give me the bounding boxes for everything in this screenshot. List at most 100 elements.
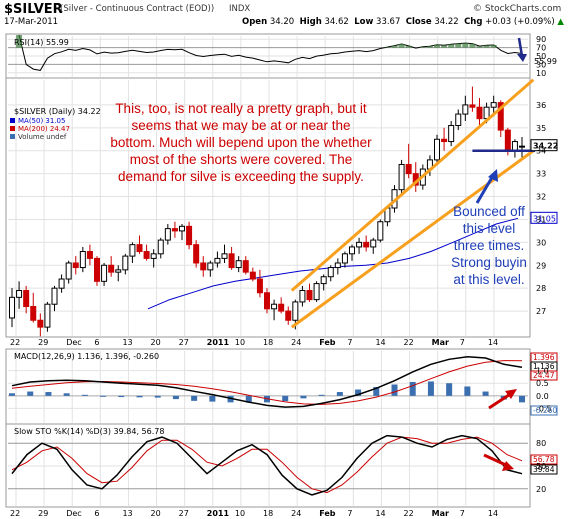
- header-symbol: $SILVER: [4, 2, 63, 17]
- chg-value: +0.03 (+0.09%): [485, 17, 555, 27]
- macd-histogram-bar: [336, 392, 343, 396]
- macd-last-label: 1.136: [533, 362, 555, 371]
- price-tick-label: 35: [536, 124, 546, 133]
- macd-tick-label: 1.0: [536, 367, 549, 376]
- rsi-overbought-fill: [469, 43, 476, 48]
- macd-histogram-bar: [355, 389, 362, 396]
- candle-body: [256, 278, 263, 294]
- price-tick-label: 28: [536, 284, 546, 293]
- macd-histogram-bar: [446, 383, 453, 396]
- sto-last-label: 39.84: [533, 465, 555, 474]
- rsi-last-label: 55.99: [534, 57, 557, 66]
- rsi-arrow: [517, 37, 524, 57]
- rsi-overbought-fill: [419, 46, 426, 48]
- x-tick-label-bottom: 27: [179, 509, 189, 518]
- x-tick-label-bottom: Mar: [432, 509, 449, 518]
- x-tick-label: Feb: [319, 338, 336, 347]
- grid: [8, 36, 528, 506]
- candle-body: [249, 271, 256, 280]
- candle-body: [115, 269, 122, 273]
- candle-body: [448, 125, 455, 143]
- candle-body: [30, 306, 37, 321]
- price-tick-label: 29: [536, 261, 546, 270]
- macd-histogram-bar: [464, 386, 471, 396]
- candle-body: [94, 257, 100, 282]
- rsi-overbought-fill: [391, 45, 398, 48]
- candle-body: [299, 289, 306, 303]
- price-tick-label: 32: [536, 193, 546, 202]
- rsi-tick-label: 70: [536, 44, 546, 53]
- x-tick-label: 18: [263, 338, 273, 347]
- candle-body: [235, 260, 242, 269]
- x-tick-label-bottom: 14: [375, 509, 385, 518]
- price-tick-label: 30: [536, 238, 546, 247]
- x-tick-label-bottom: 24: [291, 509, 301, 518]
- open-value: 34.20: [269, 17, 295, 27]
- close-label: Close: [405, 17, 432, 27]
- macd-histogram-bar: [227, 395, 234, 403]
- legend-label: Volume undef: [18, 133, 67, 141]
- candle-body: [356, 241, 363, 248]
- candle-body: [200, 262, 207, 271]
- price-tick-label: 36: [536, 101, 546, 110]
- x-tick-label: Dec: [66, 338, 81, 347]
- rsi-tick-label: 90: [536, 35, 546, 44]
- macd-histogram-bar: [427, 381, 434, 396]
- x-tick-label: 22: [10, 338, 20, 347]
- x-tick-label: 24: [291, 338, 301, 347]
- price-title: $SILVER (Daily) 34.22: [14, 107, 101, 116]
- candle-body: [221, 253, 228, 259]
- close-value: 34.22: [434, 17, 459, 27]
- candle-body: [455, 113, 462, 127]
- axis-labels: 22 22 29 29 Dec Dec 6 6 13 13 20 20 27 27 2011 2011 10 10…: [10, 35, 558, 518]
- macd-histogram-bar: [373, 387, 380, 396]
- sto-arrow-head: [502, 461, 514, 471]
- candle-body: [434, 138, 440, 161]
- candle-body: [37, 319, 44, 328]
- macd-tick-label: -0.5: [536, 404, 552, 413]
- price-chart: [9, 37, 558, 337]
- x-tick-label: 20: [151, 338, 161, 347]
- macd-chart: [9, 352, 558, 416]
- candle-body: [462, 104, 469, 115]
- candle-body: [327, 267, 334, 278]
- macd-histogram-bar: [81, 394, 88, 396]
- sto-arrow: [483, 453, 509, 468]
- price-tick-label: 27: [536, 307, 546, 316]
- candle-body: [136, 244, 143, 253]
- candle-body: [349, 246, 355, 255]
- x-tick-label: 14: [488, 338, 498, 347]
- x-tick-label-bottom: Feb: [319, 509, 336, 518]
- candle-body: [278, 303, 285, 312]
- macd-histogram-bar: [63, 393, 70, 396]
- macd-line: [11, 356, 523, 408]
- high-value: 34.62: [324, 17, 349, 27]
- open-label: Open: [242, 17, 268, 27]
- high-label: High: [299, 17, 322, 27]
- rsi-overbought-fill: [405, 45, 412, 48]
- x-tick-label-bottom: 7: [347, 509, 352, 518]
- macd-tick-label: 0.5: [536, 379, 549, 388]
- macd-histogram-bar: [191, 395, 198, 401]
- candle-body: [44, 303, 51, 328]
- macd-last-label: -0.260: [533, 406, 557, 415]
- macd-histogram-bar: [300, 395, 307, 399]
- rsi-overbought-fill: [398, 43, 405, 48]
- candle-body: [51, 287, 58, 305]
- header-ohlc: Open 34.20 High 34.62 Low 33.67 Close 34…: [242, 17, 564, 27]
- candle-body: [377, 221, 384, 241]
- price-last-label: 34.22: [533, 142, 558, 151]
- rsi-overbought-fill: [462, 43, 469, 48]
- candle-body: [101, 264, 108, 282]
- x-tick-label-bottom: 20: [151, 509, 161, 518]
- macd-histogram-bar: [100, 395, 107, 397]
- candle-body: [441, 138, 448, 143]
- up-arrow-icon: ▲: [557, 17, 564, 27]
- macd-title: MACD(12,26,9) 1.136, 1.396, -0.260: [14, 352, 159, 361]
- macd-histogram-bar: [409, 381, 416, 396]
- macd-histogram-bar: [136, 395, 143, 398]
- candle-body: [405, 163, 412, 175]
- candle-body: [186, 225, 193, 246]
- x-tick-label: Mar: [432, 338, 449, 347]
- rsi-overbought-fill: [426, 46, 433, 48]
